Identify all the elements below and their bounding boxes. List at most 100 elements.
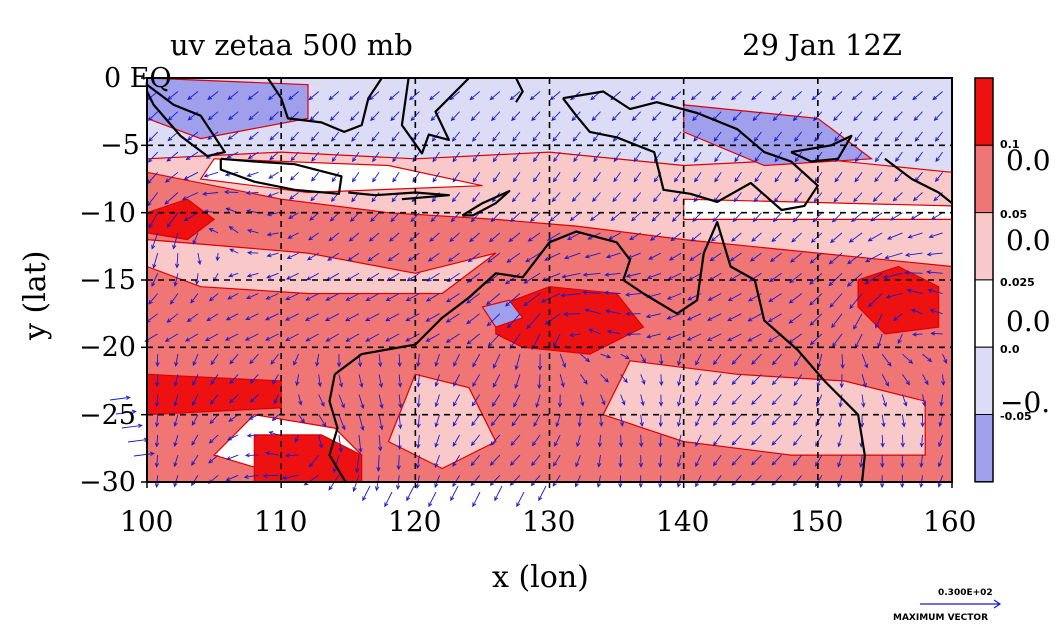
wind-vector (264, 313, 279, 321)
wind-vector (608, 232, 621, 240)
wind-vector (407, 252, 420, 262)
colorbar-level-label: 0.05 (1000, 208, 1028, 221)
x-tick-label: 100 (120, 505, 174, 538)
wind-vector (288, 91, 299, 101)
wind-vector (425, 333, 440, 342)
wind-vector (880, 434, 885, 448)
wind-vector (306, 252, 319, 261)
wind-vector (224, 333, 239, 341)
wind-vector (164, 192, 179, 205)
wind-vector (875, 313, 883, 329)
wind-vector (847, 252, 863, 265)
wind-vector (645, 313, 661, 319)
wind-vector (266, 252, 279, 258)
wind-vector (115, 409, 137, 415)
wind-vector (874, 151, 883, 163)
wind-vector (771, 232, 782, 243)
wind-vector (930, 331, 943, 336)
wind-vector (405, 313, 420, 322)
wind-vector (294, 434, 300, 443)
wind-vector (389, 232, 400, 242)
wind-vector (900, 455, 905, 468)
wind-vector (425, 293, 440, 302)
wind-vector (290, 131, 299, 142)
wind-vector (942, 353, 948, 364)
wind-vector (734, 172, 742, 183)
wind-vector (264, 451, 279, 456)
wind-vector (367, 252, 380, 262)
wind-vector (370, 212, 380, 223)
wind-vector (155, 374, 160, 388)
wind-vector (270, 353, 279, 365)
wind-vector (640, 394, 645, 407)
wind-vector (658, 455, 663, 468)
wind-vector (365, 293, 380, 301)
wind-vector (405, 333, 420, 342)
wind-vector (328, 232, 340, 242)
wind-vector (246, 433, 259, 438)
wind-vector (910, 212, 923, 220)
wind-vector (771, 414, 782, 426)
wind-vector (629, 232, 641, 241)
wind-vector (921, 394, 927, 407)
wind-vector (226, 151, 239, 159)
wind-vector (559, 353, 566, 368)
wind-vector (625, 292, 641, 297)
wind-vector (533, 414, 541, 428)
wind-vector (451, 192, 460, 203)
wind-vector (560, 293, 581, 298)
wind-vector (861, 374, 867, 388)
wind-vector (813, 192, 823, 203)
wind-vector (692, 212, 702, 223)
wind-vector (911, 332, 923, 337)
wind-vector (900, 434, 905, 448)
wind-vector (445, 333, 460, 343)
colorbar-segment (974, 77, 994, 146)
wind-vector (588, 328, 601, 335)
wind-vector (450, 212, 460, 223)
wind-vector (788, 293, 802, 304)
wind-vector (432, 172, 440, 183)
wind-vector (338, 434, 343, 453)
wind-vector (208, 293, 219, 302)
wind-vector (686, 333, 702, 341)
wind-vector (154, 434, 160, 448)
wind-vector (573, 172, 581, 183)
wind-vector (544, 252, 561, 261)
wind-vector (472, 374, 481, 388)
wind-vector (318, 414, 327, 428)
wind-vector (227, 293, 239, 300)
wind-vector (771, 394, 782, 406)
wind-vector (646, 333, 662, 339)
wind-vector (926, 252, 943, 257)
wind-vector (870, 212, 883, 222)
wind-vector (859, 414, 865, 428)
wind-vector (164, 333, 179, 342)
wind-vector (749, 252, 762, 262)
wind-vector (450, 111, 460, 122)
wind-vector (245, 313, 259, 321)
wind-vector (406, 485, 415, 502)
wind-vector (753, 192, 762, 203)
wind-vector (472, 151, 481, 163)
wind-vector (526, 313, 541, 330)
wind-vector (305, 293, 319, 301)
wind-vector (837, 434, 843, 448)
wind-vector (853, 313, 863, 330)
wind-vector (751, 232, 762, 242)
wind-vector (378, 394, 384, 410)
wind-vector (839, 374, 844, 389)
wind-vector (385, 293, 400, 301)
wind-vector (453, 374, 461, 387)
wind-vector (707, 293, 722, 301)
wind-vector (348, 232, 360, 242)
wind-vector (710, 232, 722, 242)
wind-vector (712, 475, 722, 487)
wind-vector (358, 434, 363, 453)
wind-vector (248, 131, 259, 141)
wind-vector (332, 454, 340, 474)
wind-vector (638, 455, 644, 468)
wind-vector (352, 151, 360, 163)
wind-vector (651, 212, 662, 222)
wind-vector (639, 414, 644, 428)
